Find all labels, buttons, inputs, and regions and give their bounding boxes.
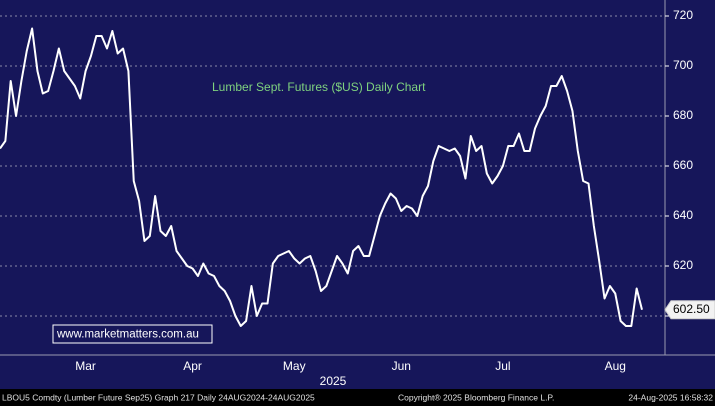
x-tick-label: Jul — [495, 359, 510, 373]
x-tick-label: Jun — [392, 359, 411, 373]
last-price-label: 602.50 — [673, 302, 710, 316]
x-tick-label: Apr — [183, 359, 202, 373]
watermark: www.marketmatters.com.au — [56, 329, 199, 341]
y-tick-label: 700 — [673, 58, 693, 72]
price-line — [0, 27, 643, 327]
last-price-box — [664, 300, 715, 320]
watermark-box — [52, 324, 213, 344]
y-tick-label: 620 — [673, 258, 693, 272]
footer-right: 24-Aug-2025 16:58:32 — [628, 392, 713, 402]
x-tick-label: Mar — [75, 359, 96, 373]
footer-bar — [0, 389, 715, 406]
x-tick-label: Aug — [605, 359, 626, 373]
footer-center: Copyright® 2025 Bloomberg Finance L.P. — [398, 392, 554, 402]
footer-left: LBOU5 Comdty (Lumber Future Sep25) Graph… — [2, 392, 315, 402]
y-tick-label: 720 — [673, 8, 693, 22]
x-axis-label: 2025 — [320, 374, 347, 388]
y-tick-label: 640 — [673, 208, 693, 222]
chart-title: Lumber Sept. Futures ($US) Daily Chart — [212, 80, 426, 94]
x-tick-label: May — [283, 359, 306, 373]
y-tick-label: 680 — [673, 108, 693, 122]
y-tick-label: 660 — [673, 158, 693, 172]
